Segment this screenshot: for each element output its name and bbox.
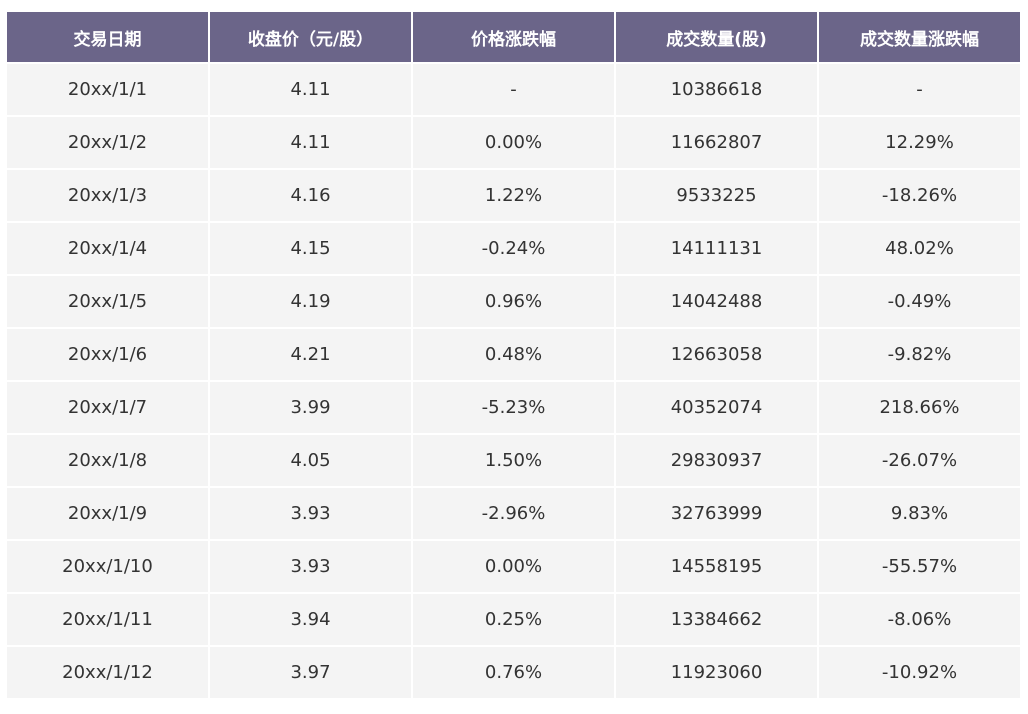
cell-trade-date: 20xx/1/1: [7, 64, 208, 115]
header-trade-date: 交易日期: [7, 12, 208, 62]
cell-trade-date: 20xx/1/4: [7, 223, 208, 274]
cell-close-price: 3.94: [210, 594, 411, 645]
table-row: 20xx/1/7 3.99 -5.23% 40352074 218.66%: [7, 382, 1020, 433]
stock-trading-table: 交易日期 收盘价（元/股） 价格涨跌幅 成交数量(股) 成交数量涨跌幅 20xx…: [5, 10, 1022, 700]
cell-volume: 14042488: [616, 276, 817, 327]
cell-volume-change: -18.26%: [819, 170, 1020, 221]
cell-volume: 11662807: [616, 117, 817, 168]
table-row: 20xx/1/11 3.94 0.25% 13384662 -8.06%: [7, 594, 1020, 645]
cell-trade-date: 20xx/1/2: [7, 117, 208, 168]
cell-volume: 32763999: [616, 488, 817, 539]
cell-trade-date: 20xx/1/9: [7, 488, 208, 539]
cell-close-price: 3.97: [210, 647, 411, 698]
cell-volume: 10386618: [616, 64, 817, 115]
table-row: 20xx/1/3 4.16 1.22% 9533225 -18.26%: [7, 170, 1020, 221]
table-row: 20xx/1/5 4.19 0.96% 14042488 -0.49%: [7, 276, 1020, 327]
cell-price-change: -0.24%: [413, 223, 614, 274]
header-volume-change: 成交数量涨跌幅: [819, 12, 1020, 62]
cell-trade-date: 20xx/1/10: [7, 541, 208, 592]
cell-price-change: 1.22%: [413, 170, 614, 221]
table-row: 20xx/1/9 3.93 -2.96% 32763999 9.83%: [7, 488, 1020, 539]
cell-close-price: 3.93: [210, 488, 411, 539]
header-volume: 成交数量(股): [616, 12, 817, 62]
cell-price-change: 0.76%: [413, 647, 614, 698]
cell-close-price: 3.99: [210, 382, 411, 433]
table-row: 20xx/1/8 4.05 1.50% 29830937 -26.07%: [7, 435, 1020, 486]
cell-volume: 12663058: [616, 329, 817, 380]
cell-close-price: 4.16: [210, 170, 411, 221]
cell-close-price: 4.11: [210, 64, 411, 115]
cell-close-price: 4.11: [210, 117, 411, 168]
table-row: 20xx/1/1 4.11 - 10386618 -: [7, 64, 1020, 115]
cell-trade-date: 20xx/1/7: [7, 382, 208, 433]
cell-volume-change: -8.06%: [819, 594, 1020, 645]
cell-close-price: 3.93: [210, 541, 411, 592]
cell-price-change: -: [413, 64, 614, 115]
stock-table-container: 交易日期 收盘价（元/股） 价格涨跌幅 成交数量(股) 成交数量涨跌幅 20xx…: [5, 10, 1020, 700]
table-row: 20xx/1/2 4.11 0.00% 11662807 12.29%: [7, 117, 1020, 168]
cell-close-price: 4.05: [210, 435, 411, 486]
cell-trade-date: 20xx/1/6: [7, 329, 208, 380]
cell-price-change: 0.00%: [413, 117, 614, 168]
header-row: 交易日期 收盘价（元/股） 价格涨跌幅 成交数量(股) 成交数量涨跌幅: [7, 12, 1020, 62]
cell-trade-date: 20xx/1/5: [7, 276, 208, 327]
cell-volume: 11923060: [616, 647, 817, 698]
cell-price-change: 0.48%: [413, 329, 614, 380]
table-row: 20xx/1/12 3.97 0.76% 11923060 -10.92%: [7, 647, 1020, 698]
cell-price-change: 0.25%: [413, 594, 614, 645]
cell-close-price: 4.15: [210, 223, 411, 274]
cell-trade-date: 20xx/1/11: [7, 594, 208, 645]
cell-volume-change: 218.66%: [819, 382, 1020, 433]
cell-volume-change: -26.07%: [819, 435, 1020, 486]
cell-price-change: 1.50%: [413, 435, 614, 486]
cell-volume: 9533225: [616, 170, 817, 221]
cell-volume-change: -9.82%: [819, 329, 1020, 380]
cell-close-price: 4.19: [210, 276, 411, 327]
cell-close-price: 4.21: [210, 329, 411, 380]
cell-trade-date: 20xx/1/12: [7, 647, 208, 698]
cell-volume: 13384662: [616, 594, 817, 645]
cell-volume-change: 48.02%: [819, 223, 1020, 274]
cell-volume: 29830937: [616, 435, 817, 486]
cell-volume: 14558195: [616, 541, 817, 592]
cell-price-change: 0.00%: [413, 541, 614, 592]
header-close-price: 收盘价（元/股）: [210, 12, 411, 62]
cell-volume-change: -55.57%: [819, 541, 1020, 592]
table-row: 20xx/1/6 4.21 0.48% 12663058 -9.82%: [7, 329, 1020, 380]
table-row: 20xx/1/4 4.15 -0.24% 14111131 48.02%: [7, 223, 1020, 274]
cell-volume-change: -10.92%: [819, 647, 1020, 698]
cell-volume-change: -: [819, 64, 1020, 115]
cell-volume-change: 12.29%: [819, 117, 1020, 168]
cell-trade-date: 20xx/1/8: [7, 435, 208, 486]
cell-volume: 14111131: [616, 223, 817, 274]
cell-price-change: 0.96%: [413, 276, 614, 327]
cell-trade-date: 20xx/1/3: [7, 170, 208, 221]
table-row: 20xx/1/10 3.93 0.00% 14558195 -55.57%: [7, 541, 1020, 592]
cell-price-change: -5.23%: [413, 382, 614, 433]
cell-price-change: -2.96%: [413, 488, 614, 539]
cell-volume: 40352074: [616, 382, 817, 433]
cell-volume-change: -0.49%: [819, 276, 1020, 327]
cell-volume-change: 9.83%: [819, 488, 1020, 539]
header-price-change: 价格涨跌幅: [413, 12, 614, 62]
